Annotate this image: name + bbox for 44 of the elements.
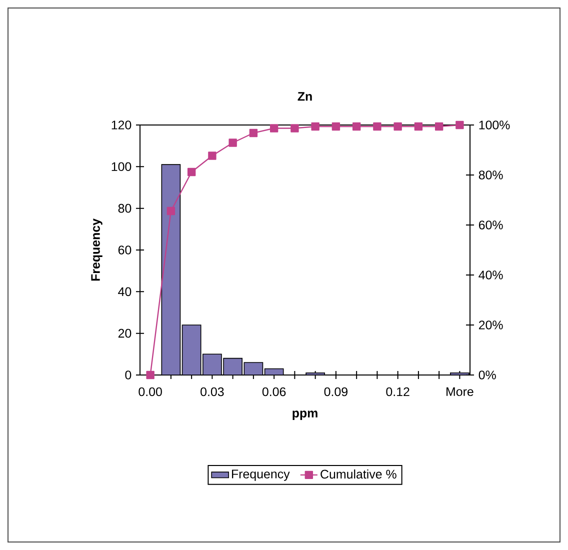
- y-tick-label: 120: [112, 120, 132, 130]
- y-tick-label: 80: [118, 204, 132, 213]
- point: [394, 122, 402, 131]
- y-tick-label: 100: [112, 162, 132, 172]
- point: [270, 124, 278, 132]
- point: [208, 152, 216, 160]
- y2-tick-label: 100%: [479, 120, 510, 130]
- x-tick-label: 0.03: [200, 387, 224, 396]
- x-tick-label: More: [446, 387, 474, 396]
- point: [332, 122, 340, 131]
- x-axis-title: ppm: [292, 410, 318, 420]
- point: [414, 122, 423, 131]
- point: [311, 122, 320, 131]
- legend-label: Cumulative %: [320, 469, 396, 479]
- chart-title: Zn: [298, 92, 312, 101]
- point: [456, 120, 464, 130]
- bar: [162, 164, 180, 375]
- bar: [224, 358, 242, 375]
- y-tick-label: 20: [118, 328, 132, 338]
- point: [228, 138, 237, 147]
- point: [434, 122, 444, 131]
- y2-tick-label: 0%: [478, 370, 496, 380]
- y-tick-label: 40: [118, 287, 132, 296]
- x-tick-label: 0.12: [386, 387, 410, 396]
- bar: [182, 324, 201, 375]
- point: [187, 168, 196, 176]
- point: [249, 128, 258, 138]
- y2-tick-label: 80%: [478, 170, 503, 180]
- point: [290, 124, 299, 132]
- point: [373, 122, 382, 131]
- y-tick-label: 0: [125, 370, 132, 380]
- x-tick-label: 0.00: [138, 387, 162, 396]
- y2-tick-label: 40%: [478, 270, 503, 280]
- y-tick-label: 60: [118, 246, 132, 254]
- bar: [202, 354, 222, 375]
- y-axis-title: Frequency: [91, 218, 102, 281]
- x-tick-label: 0.09: [324, 387, 348, 396]
- x-tick-label: 0.06: [262, 387, 286, 396]
- point: [166, 206, 176, 216]
- y2-tick-label: 60%: [478, 220, 503, 230]
- legend-label: Frequency: [232, 470, 290, 481]
- point: [352, 122, 361, 131]
- y2-tick-label: 20%: [478, 320, 503, 330]
- point: [146, 370, 154, 380]
